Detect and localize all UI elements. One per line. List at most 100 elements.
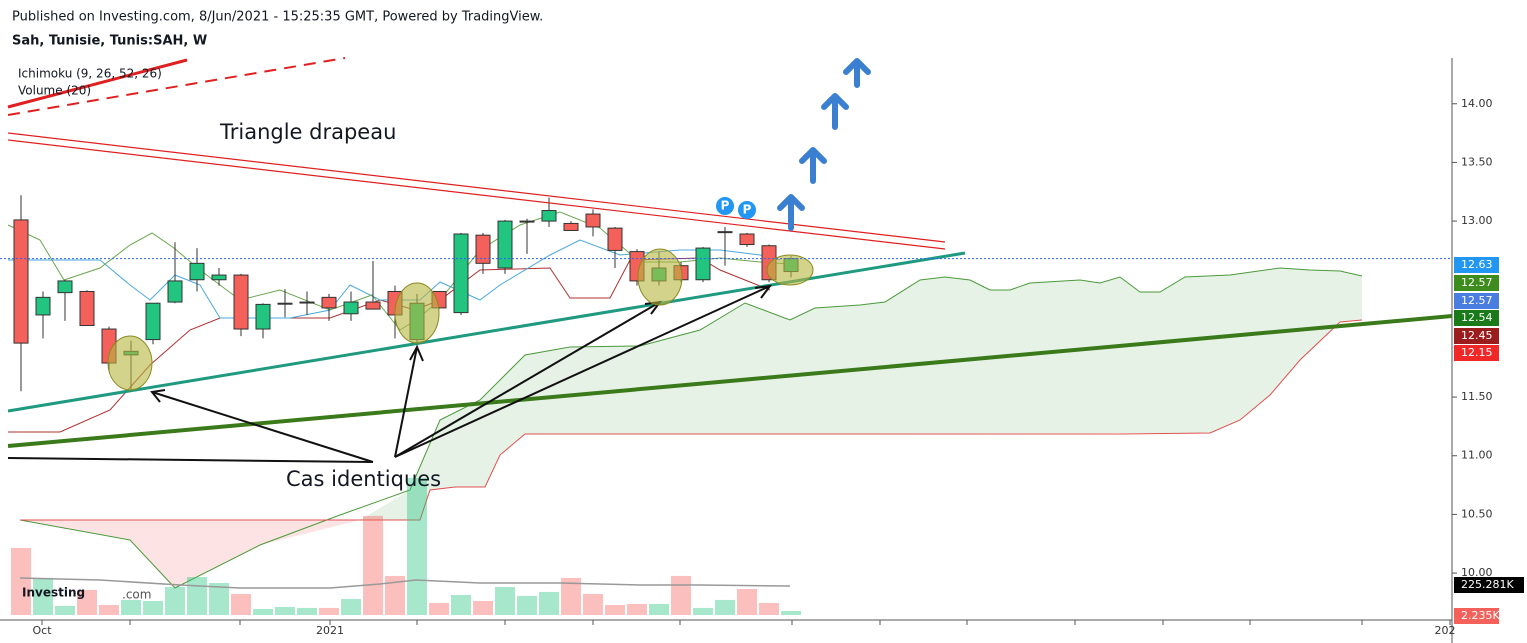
pointer: [394, 346, 418, 458]
volume-bar: [781, 611, 801, 615]
up-arrow: [843, 58, 871, 88]
candle-body: [607, 227, 623, 251]
volume-bar: [165, 587, 185, 615]
trend-line: [7, 58, 188, 109]
trend-line: [7, 139, 946, 250]
arrow-head: [409, 344, 424, 362]
marker-dot: [738, 201, 756, 219]
y-tick-label: 10.00: [1461, 566, 1493, 579]
volume-bar: [55, 605, 75, 615]
cloud-green: [360, 268, 1362, 520]
candle-body: [277, 302, 293, 305]
annotation: Triangle drapeau: [219, 120, 396, 144]
up-arrow: [821, 93, 849, 130]
y-tick-label: 11.50: [1461, 390, 1493, 403]
price-label: 2.235K: [1461, 609, 1500, 622]
volume-bar: [33, 577, 53, 615]
price-label: 12.15: [1461, 346, 1493, 359]
candle-body: [475, 234, 491, 264]
pointer: [394, 285, 771, 458]
volume-bar: [605, 605, 625, 615]
candle-body: [365, 301, 381, 310]
indicator-label: Ichimoku (9, 26, 52, 26): [18, 67, 162, 81]
candle-body: [13, 219, 29, 344]
axes: 10.00 10.50 11.00 11.50 13.00 13.50 14.00 Oct 20…: [0, 97, 1524, 637]
y-tick-label: 14.00: [1461, 97, 1493, 110]
volume-bar: [77, 589, 97, 615]
candle-body: [497, 220, 513, 269]
chart-title: Sah, Tunisie, Tunis:SAH, W: [12, 34, 207, 49]
highlight: [107, 335, 153, 391]
price-label-bg: [1454, 328, 1499, 344]
y-tick-label: 10.50: [1461, 507, 1493, 520]
volume-bar: [649, 603, 669, 615]
highlight: [394, 282, 440, 344]
price-label: 12.54: [1461, 311, 1493, 324]
candle-body: [255, 303, 271, 330]
volume-bar: [561, 577, 581, 615]
arrow-head: [150, 389, 166, 403]
candle-body: [563, 222, 579, 231]
volume-bar: [407, 477, 427, 615]
volume-bar: [737, 589, 757, 615]
volume-bar: [759, 603, 779, 615]
candle-body: [541, 210, 557, 222]
x-tick-label: 2021: [316, 624, 344, 637]
pointer: [394, 301, 661, 458]
cloud-red: [20, 520, 360, 588]
highlight: [766, 254, 814, 286]
candle-body: [35, 296, 51, 316]
volume-bar: [253, 609, 273, 615]
volume-bar: [495, 587, 515, 615]
price-label: 12.57: [1461, 276, 1493, 289]
volume-bar: [209, 583, 229, 615]
trend-line: [7, 314, 1453, 448]
price-label: 12.63: [1461, 258, 1493, 271]
highlight: [637, 248, 683, 306]
candle-body: [233, 274, 249, 330]
y-tick-label: 13.00: [1461, 214, 1493, 227]
candle-body: [79, 290, 95, 327]
price-label-bg: [1454, 345, 1499, 361]
x-tick-label: 202: [1435, 624, 1456, 637]
drawings: [7, 57, 1453, 463]
pointer: [151, 391, 374, 463]
price-label-bg: [1454, 608, 1499, 624]
volume-bar: [693, 607, 713, 615]
volume-bar: [451, 595, 471, 615]
marker: P: [743, 203, 752, 217]
volume-bar: [539, 591, 559, 615]
price-label: 225.281K: [1461, 578, 1514, 591]
volume-bar: [341, 599, 361, 615]
up-arrow: [799, 147, 827, 184]
arrow-head: [754, 284, 773, 299]
price-label-bg: [1454, 257, 1499, 273]
volume-bar: [187, 577, 207, 615]
senkou-a: [19, 267, 1363, 589]
annotation: Cas identiques: [286, 467, 441, 491]
volume-bar: [429, 603, 449, 615]
volume-bar: [385, 575, 405, 615]
pointer: [7, 457, 374, 463]
candle-body: [695, 247, 711, 281]
marker-dot: [716, 197, 734, 215]
x-tick-label: Oct: [32, 624, 52, 637]
volume-bar: [363, 515, 383, 615]
price-label-bg: [1454, 275, 1499, 291]
candle-body: [167, 280, 183, 303]
volume-bar: [121, 599, 141, 615]
volume-bar: [231, 593, 251, 615]
candle-body: [189, 262, 205, 281]
volume-bar: [143, 601, 163, 615]
price-label-bg: [1454, 293, 1499, 309]
marker: P: [721, 199, 730, 213]
candle-body: [57, 280, 73, 294]
price-label: 12.45: [1461, 329, 1493, 342]
trend-line: [7, 57, 346, 116]
senkou-b: [20, 319, 1363, 521]
volume-bar: [627, 603, 647, 615]
logo: .com: [122, 588, 151, 602]
volume-bar: [715, 599, 735, 615]
indicator-label: Volume (20): [18, 84, 91, 98]
